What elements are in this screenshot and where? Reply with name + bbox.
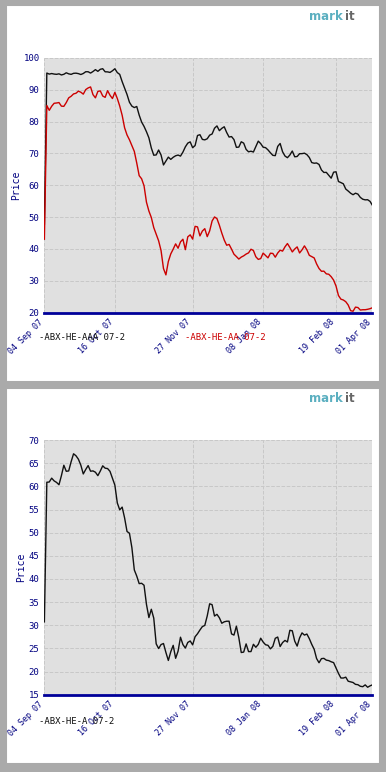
Text: it: it bbox=[345, 10, 354, 23]
Y-axis label: Price: Price bbox=[11, 171, 20, 200]
Text: -ABX-HE-A 07-2: -ABX-HE-A 07-2 bbox=[39, 717, 114, 726]
Text: mark: mark bbox=[309, 392, 342, 405]
Text: -ABX-HE-AA 07-2: -ABX-HE-AA 07-2 bbox=[185, 333, 266, 342]
Text: it: it bbox=[345, 392, 354, 405]
Y-axis label: Price: Price bbox=[16, 553, 26, 582]
Text: mark: mark bbox=[309, 10, 342, 23]
Text: -ABX-HE-AAA 07-2: -ABX-HE-AAA 07-2 bbox=[39, 333, 125, 342]
